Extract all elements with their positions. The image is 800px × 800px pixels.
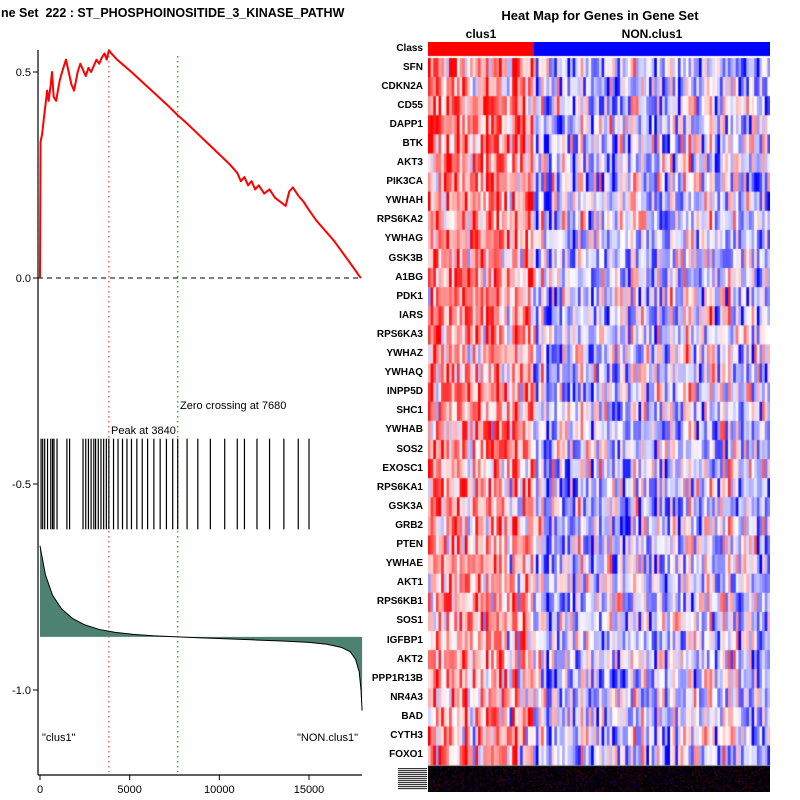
gene-label-ywhae: YWHAE bbox=[385, 558, 423, 570]
class-group-label-clus1: clus1 bbox=[465, 27, 497, 41]
gene-label-rps6ka1: RPS6KA1 bbox=[376, 481, 423, 493]
gene-label-sfn: SFN bbox=[403, 61, 423, 73]
enrichment-plot-geometry: 0.5 0.0 -0.5 -1.0 0 5000 10000 15000 bbox=[12, 49, 363, 796]
gene-label-shc1: SHC1 bbox=[396, 405, 423, 417]
gene-label-inpp5d: INPP5D bbox=[386, 386, 423, 398]
gene-label-ppp1r13b: PPP1R13B bbox=[371, 672, 423, 684]
y-tick-label: 0.0 bbox=[16, 273, 31, 285]
gene-label-ywhaq: YWHAQ bbox=[384, 367, 423, 379]
gene-label-cdkn2a: CDKN2A bbox=[381, 80, 423, 92]
gene-label-ywhag: YWHAG bbox=[384, 233, 423, 245]
x-tick-label: 5000 bbox=[117, 784, 141, 796]
gene-label-btk: BTK bbox=[402, 137, 423, 149]
x-tick-label: 0 bbox=[37, 784, 43, 796]
gene-label-foxo1: FOXO1 bbox=[389, 749, 423, 761]
gene-label-akt1: AKT1 bbox=[396, 577, 423, 589]
heatmap-canvas bbox=[428, 42, 770, 792]
gene-label-cyth3: CYTH3 bbox=[390, 730, 423, 741]
peak-annotation: Peak at 3840 bbox=[111, 425, 176, 437]
gene-label-gsk3b: GSK3B bbox=[388, 252, 423, 264]
gene-label-gsk3a: GSK3A bbox=[388, 500, 423, 512]
gene-label-pten: PTEN bbox=[396, 539, 423, 550]
gene-label-akt2: AKT2 bbox=[396, 653, 423, 665]
x-tick-label: 10000 bbox=[204, 784, 235, 796]
gene-label-bad: BAD bbox=[401, 710, 423, 722]
gene-label-ywhab: YWHAB bbox=[385, 424, 423, 436]
heatmap-title: Heat Map for Genes in Gene Set bbox=[501, 8, 699, 23]
phenotype-label-left: "clus1" bbox=[42, 732, 76, 744]
gene-label-grb2: GRB2 bbox=[395, 519, 423, 531]
gene-label-a1bg: A1BG bbox=[395, 271, 423, 283]
phenotype-label-right: "NON.clus1" bbox=[297, 732, 358, 744]
y-tick-label: 0.5 bbox=[16, 67, 31, 79]
gene-label-column: SFN CDKN2A CD55 DAPP1 BTK AKT3 PIK3CA YWHAH RPS6… bbox=[330, 42, 428, 800]
gene-label-ywhaz: YWHAZ bbox=[386, 348, 423, 359]
gene-label-iars: IARS bbox=[399, 309, 423, 321]
enrichment-plot: ne Set 222 : ST_PHOSPHOINOSITIDE_3_KINAS… bbox=[1, 6, 363, 796]
gene-label-akt3: AKT3 bbox=[396, 157, 423, 168]
gene-label-nr4a3: NR4A3 bbox=[390, 691, 423, 703]
enrichment-score-curve bbox=[39, 49, 362, 279]
gene-label-rps6kb1: RPS6KB1 bbox=[376, 596, 423, 608]
gene-label-dapp1: DAPP1 bbox=[389, 118, 423, 130]
gene-label-pdk1: PDK1 bbox=[396, 290, 423, 302]
gene-label-igfbp1: IGFBP1 bbox=[386, 634, 423, 646]
gene-label-sos1: SOS1 bbox=[396, 615, 423, 627]
gene-label-rps6ka3: RPS6KA3 bbox=[376, 328, 423, 340]
class-row-label: Class bbox=[396, 43, 423, 54]
x-tick-label: 15000 bbox=[294, 784, 325, 796]
gene-label-exosc1: EXOSC1 bbox=[382, 462, 423, 474]
gene-label-sos2: SOS2 bbox=[396, 443, 423, 455]
compressed-row-labels bbox=[398, 768, 427, 790]
gene-label-ywhah: YWHAH bbox=[385, 195, 423, 207]
class-group-label-nonclus1: NON.clus1 bbox=[621, 27, 683, 41]
gene-label-pik3ca: PIK3CA bbox=[386, 176, 423, 188]
y-tick-label: -0.5 bbox=[12, 479, 31, 491]
gene-label-rps6ka2: RPS6KA2 bbox=[376, 214, 423, 226]
gene-label-cd55: CD55 bbox=[397, 99, 423, 111]
enrichment-plot-title: ne Set 222 : ST_PHOSPHOINOSITIDE_3_KINAS… bbox=[1, 6, 345, 20]
ranked-metric-area bbox=[40, 545, 363, 711]
zero-crossing-annotation: Zero crossing at 7680 bbox=[180, 400, 286, 412]
y-tick-label: -1.0 bbox=[12, 685, 31, 697]
